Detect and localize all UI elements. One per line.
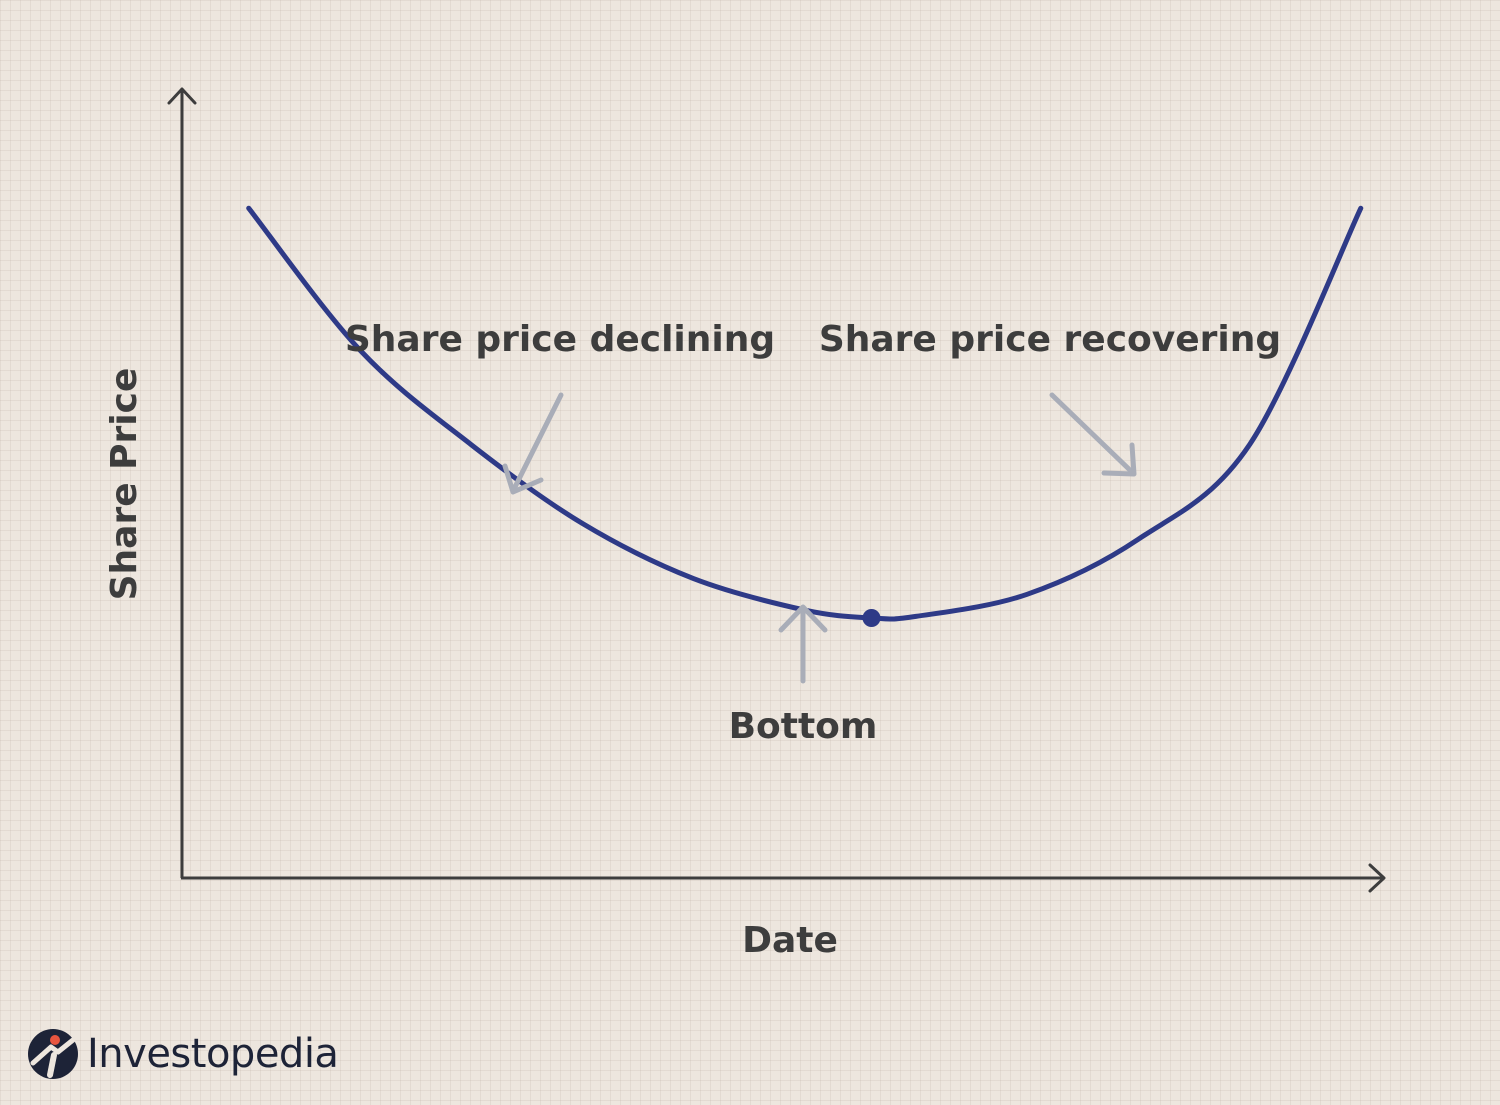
axes — [167, 87, 1386, 893]
y-axis-label: Share Price — [104, 368, 145, 601]
series-line-share-price — [246, 205, 1364, 622]
x-axis-label: Date — [742, 920, 838, 961]
bottom-point — [862, 609, 881, 627]
bottom-arrow — [778, 604, 828, 684]
y-axis-arrowhead — [167, 87, 197, 105]
declining-arrow — [502, 392, 564, 495]
annotation-bottom: Bottom — [729, 706, 878, 747]
annotation-recovering: Share price recovering — [819, 319, 1281, 360]
annotation-arrows — [502, 392, 1137, 684]
x-axis-arrowhead — [1368, 863, 1386, 893]
brand-name: Investopedia — [87, 1031, 339, 1077]
brand-logo: Investopedia — [27, 1026, 339, 1082]
investopedia-logo-icon — [28, 1029, 78, 1079]
annotation-declining: Share price declining — [345, 319, 775, 360]
recovering-arrow — [1049, 392, 1137, 477]
